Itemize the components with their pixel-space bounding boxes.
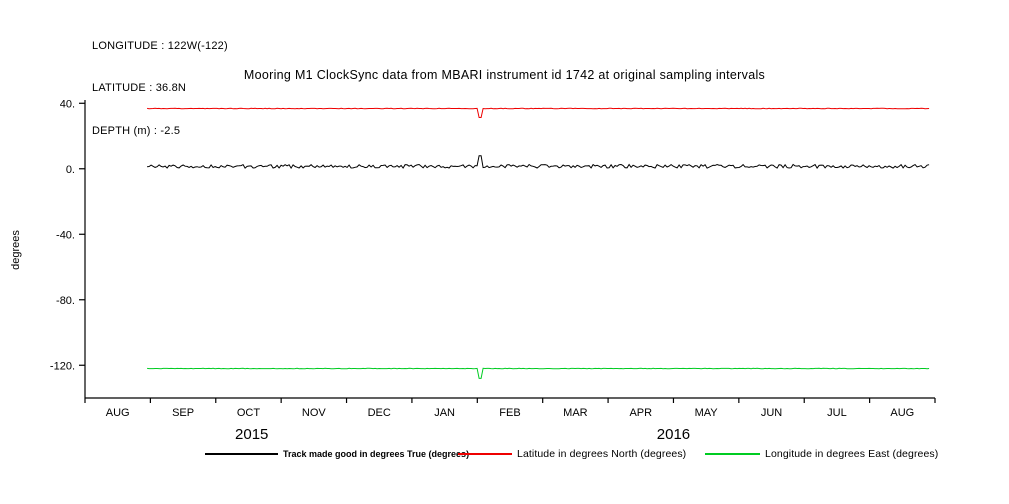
depth-text: DEPTH (m) : -2.5 — [92, 125, 181, 138]
legend-item-track: Track made good in degrees True (degrees… — [205, 448, 469, 460]
month-tick-label: JUN — [761, 407, 782, 419]
y-tick-label: -80. — [56, 295, 75, 307]
month-tick-label: MAR — [563, 407, 588, 419]
legend-label-longitude: Longitude in degrees East (degrees) — [765, 448, 939, 460]
series-line-1 — [147, 107, 930, 118]
month-tick-label: SEP — [172, 407, 194, 419]
legend-line-red-icon — [458, 453, 512, 455]
series-line-0 — [147, 155, 930, 170]
year-label: 2015 — [235, 426, 268, 443]
year-label: 2016 — [657, 426, 690, 443]
legend-line-black-icon — [205, 453, 278, 455]
y-tick-label: -40. — [56, 229, 75, 241]
month-tick-label: AUG — [106, 407, 130, 419]
legend-line-green-icon — [705, 453, 760, 455]
latitude-text: LATITUDE : 36.8N — [92, 82, 187, 95]
longitude-text: LONGITUDE : 122W(-122) — [92, 39, 228, 52]
month-tick-label: DEC — [368, 407, 391, 419]
month-tick-label: AUG — [890, 407, 914, 419]
legend-item-latitude: Latitude in degrees North (degrees) — [458, 448, 686, 460]
station-info-block: LONGITUDE : 122W(-122) LATITUDE : 36.8N … — [92, 10, 228, 167]
y-tick-label: 40. — [60, 98, 75, 110]
month-tick-label: JAN — [434, 407, 455, 419]
y-tick-label: -120. — [50, 360, 75, 372]
month-tick-label: APR — [629, 407, 652, 419]
legend-item-longitude: Longitude in degrees East (degrees) — [705, 448, 938, 460]
y-tick-label: 0. — [66, 164, 75, 176]
legend-label-track: Track made good in degrees True (degrees… — [283, 449, 470, 459]
month-tick-label: FEB — [499, 407, 520, 419]
series-line-2 — [147, 367, 930, 379]
month-tick-label: MAY — [695, 407, 719, 419]
month-tick-label: JUL — [827, 407, 847, 419]
legend-label-latitude: Latitude in degrees North (degrees) — [517, 448, 687, 460]
month-tick-label: NOV — [302, 407, 327, 419]
chart-title: Mooring M1 ClockSync data from MBARI ins… — [243, 68, 766, 82]
month-tick-label: OCT — [237, 407, 261, 419]
